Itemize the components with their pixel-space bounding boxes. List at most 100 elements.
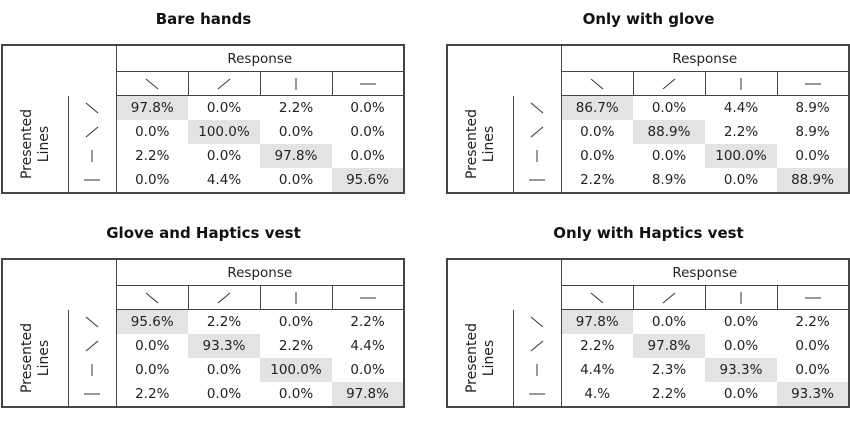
table-row: 0.0% 4.4% 0.0% 95.6% xyxy=(2,168,405,193)
presented-lines-text: Presented Lines xyxy=(19,108,52,179)
response-symbol-slash xyxy=(632,285,705,310)
table-row: 2.2% 97.8% 0.0% 0.0% xyxy=(447,334,849,358)
confusion-table: Response Presented Lines 97.8% 0.0% 0.0%… xyxy=(446,258,850,408)
table-cell: 2.2% xyxy=(278,338,314,354)
presented-symbol-slash xyxy=(513,334,562,358)
table-cell: 97.8% xyxy=(260,144,332,168)
table-row: 0.0% 0.0% 100.0% 0.0% xyxy=(2,358,404,382)
table-cell: 0.0% xyxy=(651,100,687,116)
response-symbol-backslash xyxy=(561,71,633,96)
table-cell: 0.0% xyxy=(795,338,830,354)
table-cell: 100.0% xyxy=(188,120,260,144)
presented-lines-label: Presented Lines xyxy=(2,95,69,193)
response-symbol-horizontal xyxy=(331,71,405,96)
table-cell: 95.6% xyxy=(332,168,405,193)
table-cell: 2.2% xyxy=(350,314,385,330)
slash-line-icon xyxy=(85,340,99,352)
presented-symbol-horizontal xyxy=(68,382,117,407)
presented-symbol-slash xyxy=(68,120,117,144)
table-row: 0.0% 100.0% 0.0% 0.0% xyxy=(2,120,404,144)
table-cell: 2.2% xyxy=(206,314,242,330)
table-cell: 0.0% xyxy=(278,172,314,188)
backslash-line-icon xyxy=(145,78,159,89)
presented-symbol-vertical xyxy=(513,144,562,168)
slash-line-icon xyxy=(530,126,544,138)
table-cell: 2.2% xyxy=(580,338,615,354)
table-cell: 4.% xyxy=(584,386,611,402)
confusion-table: Response Presented Lines 97.8% 0.0% 2.2%… xyxy=(1,44,406,194)
table-cell: 100.0% xyxy=(260,358,332,382)
backslash-line-icon xyxy=(145,292,159,303)
presented-lines-text: Presented Lines xyxy=(464,108,497,179)
table-cell: 0.0% xyxy=(206,148,242,164)
table-cell: 0.0% xyxy=(723,314,759,330)
response-symbol-row xyxy=(447,71,850,96)
table-corner xyxy=(2,259,117,310)
table-cell: 2.2% xyxy=(795,314,830,330)
confusion-table: Response Presented Lines 86.7% 0.0% 4.4%… xyxy=(446,44,850,194)
panel-title: Glove and Haptics vest xyxy=(106,224,301,242)
table-cell: 100.0% xyxy=(705,144,777,168)
table-cell: 0.0% xyxy=(278,314,314,330)
table-cell: 0.0% xyxy=(795,148,830,164)
table-cell: 93.3% xyxy=(188,334,260,358)
presented-lines-text: Presented Lines xyxy=(464,322,497,393)
response-header: Response xyxy=(116,259,405,286)
confusion-panel-bare-hands: Bare hands Response Presented Lines 97.8… xyxy=(1,8,406,194)
table-row: Presented Lines 97.8% 0.0% 0.0% 2.2% xyxy=(447,309,849,407)
presented-symbol-slash xyxy=(68,334,117,358)
response-symbol-row xyxy=(2,285,405,310)
table-corner xyxy=(447,45,562,96)
table-row: 0.0% 0.0% 100.0% 0.0% xyxy=(447,144,849,168)
backslash-line-icon xyxy=(530,102,544,114)
table-cell: 4.4% xyxy=(723,100,759,116)
table-cell: 88.9% xyxy=(777,168,850,193)
table-cell: 2.3% xyxy=(651,362,687,378)
table-cell: 86.7% xyxy=(561,95,633,120)
table-cell: 0.0% xyxy=(350,124,385,140)
slash-line-icon xyxy=(85,126,99,138)
table-cell: 93.3% xyxy=(777,382,850,407)
table-cell: 0.0% xyxy=(350,100,385,116)
presented-symbol-vertical xyxy=(68,144,117,168)
vertical-line-icon xyxy=(536,150,538,162)
table-cell: 0.0% xyxy=(206,100,242,116)
vertical-line-icon xyxy=(740,77,742,90)
table-cell: 0.0% xyxy=(278,124,314,140)
horizontal-line-icon xyxy=(804,83,821,84)
table-row: 0.0% 93.3% 2.2% 4.4% xyxy=(2,334,404,358)
vertical-line-icon xyxy=(295,77,297,90)
table-row: Presented Lines 97.8% 0.0% 2.2% 0.0% xyxy=(2,95,404,193)
confusion-panel-only-with-glove: Only with glove Response Presented Lines… xyxy=(446,8,850,194)
table-corner xyxy=(447,259,562,310)
table-cell: 0.0% xyxy=(135,362,170,378)
slash-line-icon xyxy=(662,292,676,303)
slash-line-icon xyxy=(662,78,676,89)
response-symbol-vertical xyxy=(704,71,777,96)
horizontal-line-icon xyxy=(359,297,376,298)
response-symbol-horizontal xyxy=(776,285,850,310)
panel-title: Only with Haptics vest xyxy=(553,224,744,242)
horizontal-line-icon xyxy=(804,297,821,298)
table-row: Presented Lines 86.7% 0.0% 4.4% 8.9% xyxy=(447,95,849,193)
response-symbol-vertical xyxy=(704,285,777,310)
table-cell: 0.0% xyxy=(350,362,385,378)
presented-symbol-horizontal xyxy=(513,168,562,193)
horizontal-line-icon xyxy=(84,393,100,395)
table-cell: 0.0% xyxy=(206,386,242,402)
confusion-panel-glove-and-haptics-vest: Glove and Haptics vest Response Presente… xyxy=(1,222,406,408)
table-row: 0.0% 88.9% 2.2% 8.9% xyxy=(447,120,849,144)
table-row: 4.% 2.2% 0.0% 93.3% xyxy=(447,382,850,407)
horizontal-line-icon xyxy=(359,83,376,84)
panel-title: Only with glove xyxy=(582,10,715,28)
table-row: 2.2% 8.9% 0.0% 88.9% xyxy=(447,168,850,193)
table-cell: 2.2% xyxy=(135,148,170,164)
presented-symbol-horizontal xyxy=(513,382,562,407)
table-cell: 0.0% xyxy=(350,148,385,164)
slash-line-icon xyxy=(217,78,231,89)
table-cell: 0.0% xyxy=(651,148,687,164)
table-cell: 8.9% xyxy=(651,172,687,188)
horizontal-line-icon xyxy=(529,179,545,181)
table-cell: 0.0% xyxy=(651,314,687,330)
presented-symbol-horizontal xyxy=(68,168,117,193)
